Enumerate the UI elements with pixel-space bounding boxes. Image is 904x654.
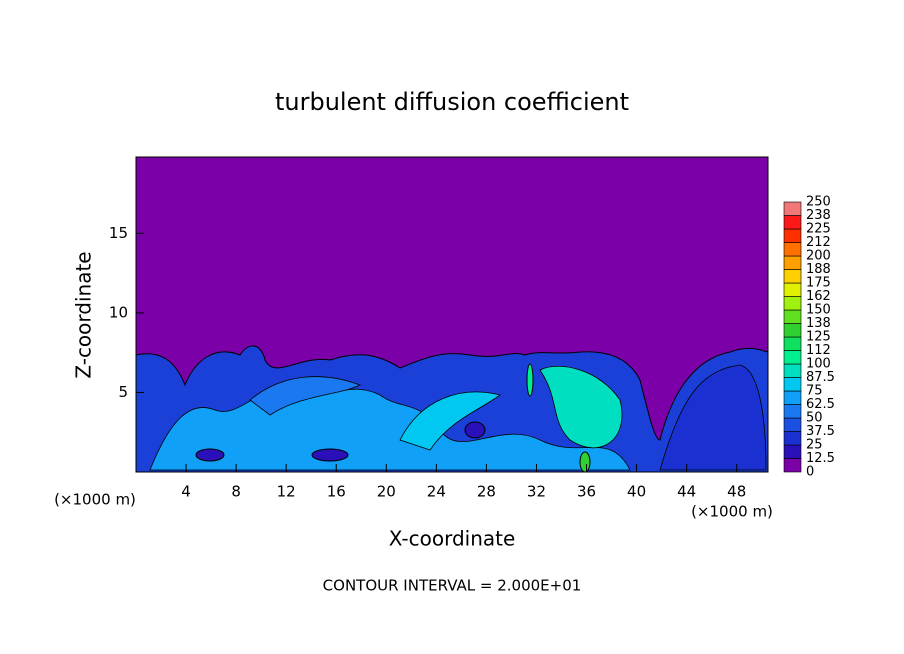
colorbar-label: 87.5 <box>806 370 835 385</box>
field-region <box>579 451 591 472</box>
x-tick-label: 16 <box>327 483 346 501</box>
colorbar-band <box>783 417 802 432</box>
x-tick-label: 40 <box>627 483 646 501</box>
colorbar-label: 0 <box>806 465 814 480</box>
field-region <box>249 376 362 416</box>
x-unit-label: (×1000 m) <box>54 491 136 509</box>
x-tick-label: 24 <box>427 483 446 501</box>
field-region <box>526 363 534 397</box>
field-region <box>195 448 225 462</box>
chart-title: turbulent diffusion coefficient <box>275 88 629 116</box>
colorbar-band <box>783 444 802 459</box>
field <box>136 157 768 472</box>
y-axis-label: Z-coordinate <box>72 251 96 378</box>
x-tick-label: 4 <box>181 483 191 501</box>
field-region <box>399 391 501 451</box>
colorbar-label: 175 <box>806 276 831 291</box>
x-tick-label: 20 <box>377 483 396 501</box>
x-axis-label: X-coordinate <box>389 527 516 551</box>
colorbar-label: 225 <box>806 222 831 237</box>
field-region <box>464 421 486 439</box>
colorbar-band <box>783 458 802 473</box>
colorbar-label: 25 <box>806 438 823 453</box>
colorbar-label: 12.5 <box>806 451 835 466</box>
x-tick-label: 12 <box>277 483 296 501</box>
colorbar-label: 50 <box>806 411 823 426</box>
colorbar-band <box>783 363 802 378</box>
field-region <box>659 364 767 471</box>
colorbar-label: 138 <box>806 316 831 331</box>
colorbar-band <box>783 336 802 351</box>
colorbar-band <box>783 309 802 324</box>
x-tick-label: 44 <box>677 483 696 501</box>
colorbar-band <box>783 269 802 284</box>
x-tick-label: 8 <box>231 483 241 501</box>
colorbar-label: 188 <box>806 262 831 277</box>
colorbar-label: 250 <box>806 195 831 210</box>
colorbar-band <box>783 390 802 405</box>
field-region <box>311 448 349 462</box>
colorbar-band <box>783 350 802 365</box>
colorbar-band <box>783 215 802 230</box>
colorbar-band <box>783 282 802 297</box>
colorbar-label: 162 <box>806 289 831 304</box>
colorbar-band <box>783 404 802 419</box>
colorbar-label: 238 <box>806 208 831 223</box>
colorbar-label: 125 <box>806 330 831 345</box>
colorbar-band <box>783 431 802 446</box>
colorbar-band <box>783 201 802 216</box>
colorbar-band <box>783 323 802 338</box>
colorbar-label: 212 <box>806 235 831 250</box>
colorbar-band <box>783 242 802 257</box>
colorbar-label: 150 <box>806 303 831 318</box>
plot-frame <box>135 156 769 473</box>
colorbar-band <box>783 296 802 311</box>
y-tick-label: 5 <box>118 383 128 401</box>
x-tick-label: 36 <box>577 483 596 501</box>
colorbar-label: 75 <box>806 384 823 399</box>
colorbar-band <box>783 377 802 392</box>
colorbar-label: 200 <box>806 249 831 264</box>
y-tick-label: 15 <box>109 224 128 242</box>
colorbar-label: 112 <box>806 343 831 358</box>
colorbar-label: 100 <box>806 357 831 372</box>
colorbar-band <box>783 228 802 243</box>
field-region <box>539 366 623 449</box>
colorbar-label: 37.5 <box>806 424 835 439</box>
colorbar-band <box>783 255 802 270</box>
x-tick-label: 32 <box>527 483 546 501</box>
footer: CONTOUR INTERVAL = 2.000E+01 <box>323 577 582 595</box>
x-unit-label: (×1000 m) <box>691 503 773 521</box>
y-tick-label: 10 <box>109 303 128 321</box>
x-tick-label: 28 <box>477 483 496 501</box>
colorbar-label: 62.5 <box>806 397 835 412</box>
x-tick-label: 48 <box>727 483 746 501</box>
